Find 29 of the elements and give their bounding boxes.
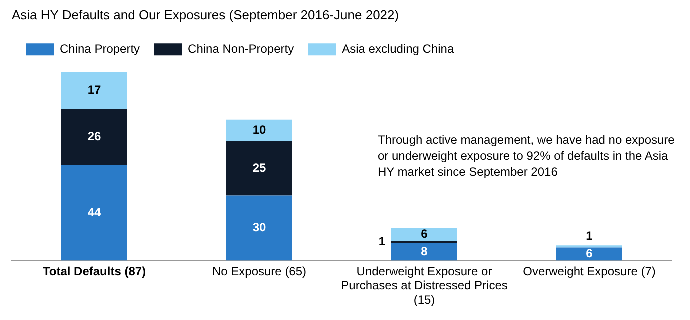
data-label: 8 [421,244,428,258]
data-label: 17 [88,82,102,97]
data-label: 6 [586,246,594,261]
bar [226,120,292,142]
bar [392,228,458,242]
x-tick-label: No Exposure (65) [212,264,307,278]
x-tick-label: Total Defaults (87) [42,264,146,278]
annotation: Through active management, we have had no exposure or underweight exposure to 92% of defaults in the Asia HY market since September 2016 [378,132,676,180]
legend-label: China Non-Property [188,42,294,56]
data-label: 44 [88,205,102,220]
bar [392,243,458,261]
x-tick-label: Underweight Exposure or Purchases at Distressed Prices (15) [341,264,508,308]
data-label: 1 [378,234,386,249]
data-label: 30 [252,220,266,235]
x-tick-label: Overweight Exposure (7) [523,264,656,278]
bar [226,142,292,196]
data-label: 10 [252,122,266,137]
data-label: 26 [88,129,102,144]
data-label: 6 [421,227,428,242]
chart-title: Asia HY Defaults and Our Exposures (September 2016-June 2022) [12,7,400,22]
bar [62,72,128,109]
bar [62,165,128,261]
bar [62,108,128,166]
bar [556,248,622,261]
legend-label: China Property [60,42,140,56]
data-label: 1 [586,228,594,243]
legend-label: Asia excluding China [342,42,454,56]
data-label: 25 [252,160,266,175]
bar [226,196,292,261]
